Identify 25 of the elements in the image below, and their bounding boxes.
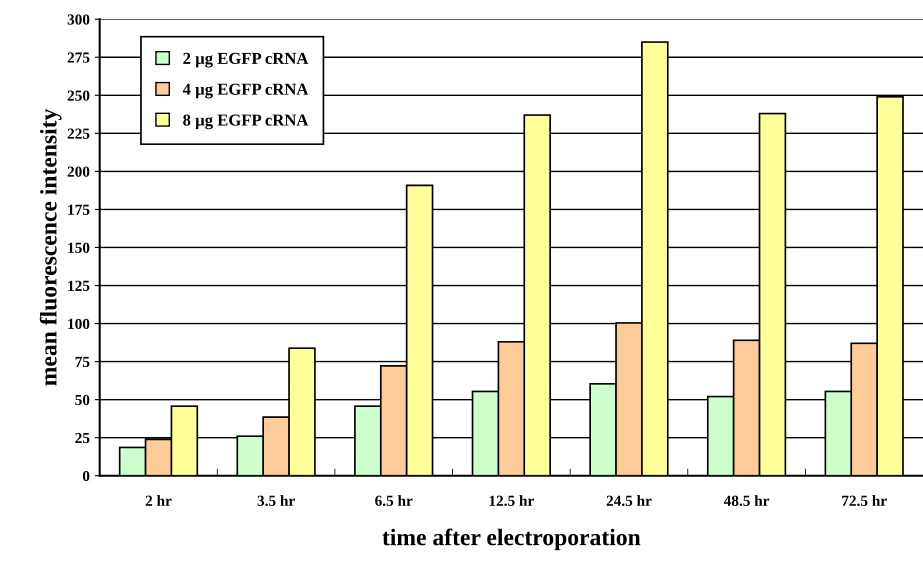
x-tick-label: 12.5 hr [490,495,534,506]
legend-label: 2 µg EGFP cRNA [183,52,308,68]
x-tick-label: 72.5 hr [842,495,887,506]
y-tick-label: 125 [68,280,90,291]
x-tick-label: 6.5 hr [375,495,412,506]
y-tick-label: 250 [68,90,90,101]
legend-label: 4 µg EGFP cRNA [182,84,308,98]
y-tick-label: 175 [68,204,90,215]
x-tick-label: 2 hr [146,495,172,506]
y-tick-label: 275 [68,52,90,63]
y-tick-label: 200 [68,166,90,177]
x-tick-label: 3.5 hr [258,495,295,506]
x-tick-label: 48.5 hr [724,495,770,506]
y-tick-label: 50 [75,394,90,406]
y-tick-label: 25 [75,432,90,444]
y-tick-label: 225 [68,128,90,139]
x-tick-label: 24.5 hr [606,495,652,506]
y-tick-label: 75 [76,356,90,368]
y-tick-label: 100 [68,318,90,330]
x-axis-title: time after electroporation [382,528,640,550]
y-tick-label: 150 [68,242,90,253]
y-axis-title: mean fluorescence intensity [40,108,62,386]
legend-label: 8 µg EGFP cRNA [183,114,308,130]
y-tick-label: 0 [82,470,90,482]
y-tick-label: 300 [68,14,90,25]
